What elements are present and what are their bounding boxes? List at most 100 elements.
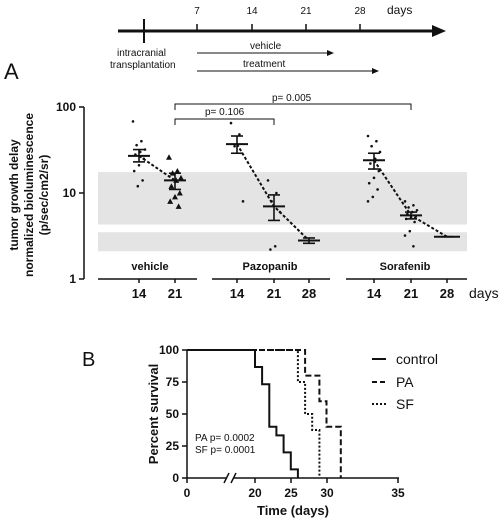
survival-x-label-0: 0 — [184, 486, 191, 500]
point-vehicle_21-6 — [176, 190, 183, 196]
point-pazopanib_21-4 — [273, 245, 277, 248]
timeline-unit: days — [387, 3, 412, 17]
point-pazopanib_14-2 — [233, 144, 236, 148]
point-sorafenib_14-1 — [375, 139, 378, 143]
comparison-label-pazopanib: p= 0.106 — [205, 107, 245, 118]
survival-curve-sf — [187, 349, 321, 478]
point-sorafenib_14-8 — [367, 181, 371, 185]
survival-x-label-25: 25 — [284, 486, 298, 500]
annotation-sf-pvalue: SF p= 0.0001 — [195, 445, 256, 456]
group-label-pazopanib: Pazopanib — [242, 261, 297, 273]
event-label-line2: transplantation — [110, 60, 176, 71]
panel-label-a: A — [4, 59, 19, 84]
point-vehicle_21-9 — [175, 203, 182, 209]
point-pazopanib_21-1 — [275, 191, 278, 195]
survival-curves — [187, 349, 342, 478]
point-vehicle_21-8 — [167, 198, 174, 204]
point-sorafenib_21-1 — [412, 203, 415, 207]
timeline-tick-label-14: 14 — [246, 6, 258, 17]
comparison-label-sorafenib: p= 0.005 — [272, 93, 312, 104]
point-sorafenib_21-10 — [408, 229, 412, 233]
point-sorafenib_21-3 — [415, 208, 419, 212]
point-vehicle_21-1 — [174, 168, 181, 174]
panel-b-axes: 100 75 50 25 0 0 20 25 30 35 Time (days)… — [146, 343, 405, 518]
axis-break-mark-1 — [223, 472, 230, 484]
point-sorafenib_14-6 — [377, 169, 381, 173]
point-vehicle_14-1 — [140, 139, 143, 143]
shaded-band-1 — [98, 232, 467, 252]
survival-legend: control PA SF — [372, 351, 438, 412]
timeline: 7 14 21 28 days intracranial transplanta… — [110, 3, 446, 74]
point-sorafenib_21-12 — [412, 245, 415, 248]
survival-x-label-30: 30 — [320, 486, 334, 500]
survival-y-label-25: 25 — [166, 439, 180, 453]
x-tick-label-vehicle-21: 21 — [168, 286, 182, 301]
survival-x-label-20: 20 — [248, 486, 262, 500]
timeline-arrowhead — [432, 25, 446, 37]
point-vehicle_14-9 — [141, 179, 144, 182]
point-sorafenib_14-11 — [366, 200, 370, 203]
x-tick-label-vehicle-14: 14 — [132, 286, 147, 301]
survival-y-label-100: 100 — [159, 343, 179, 357]
point-vehicle_21-0 — [166, 154, 172, 160]
point-sorafenib_14-2 — [370, 144, 373, 148]
point-vehicle_14-7 — [137, 163, 141, 167]
point-vehicle_14-0 — [131, 120, 135, 123]
point-sorafenib_21-11 — [403, 234, 407, 237]
y-tick-label-10: 10 — [63, 186, 77, 200]
treatment-arrowhead — [372, 68, 379, 74]
treatment-arrow-label: treatment — [243, 59, 285, 70]
group-label-vehicle: vehicle — [131, 261, 168, 273]
survival-y-axis-title: Percent survival — [146, 364, 161, 464]
mean-sem-markers — [128, 135, 460, 245]
point-pazopanib_14-1 — [238, 133, 241, 136]
survival-y-label-50: 50 — [166, 407, 180, 421]
point-sorafenib_14-0 — [366, 134, 370, 138]
legend-label-sf: SF — [396, 396, 414, 412]
point-vehicle_14-8 — [132, 169, 136, 173]
y-tick-label-1: 1 — [69, 272, 76, 286]
comparison-brackets: p= 0.106 p= 0.005 — [174, 93, 412, 125]
x-tick-label-pazopanib-14: 14 — [230, 286, 245, 301]
point-pazopanib_14-0 — [229, 121, 233, 125]
point-vehicle_14-2 — [135, 143, 138, 147]
y-axis-title-line1: tumor growth delay — [7, 139, 21, 251]
point-vehicle_21-7 — [172, 193, 178, 200]
point-vehicle_14-10 — [136, 184, 140, 188]
point-sorafenib_21-2 — [407, 206, 410, 209]
x-axis-title-days: days — [469, 285, 499, 301]
point-sorafenib_14-10 — [371, 195, 375, 199]
y-axis-title-line2: normalized bioluminescence — [22, 113, 36, 277]
individual-points — [131, 120, 419, 251]
panel-a-chart: 100 10 1 tumor growth delay normalized b… — [7, 93, 499, 301]
panel-a-axes: 100 10 1 tumor growth delay normalized b… — [7, 100, 499, 301]
timeline-tick-label-7: 7 — [194, 6, 200, 17]
bracket-pazopanib — [174, 118, 275, 125]
point-sorafenib_14-7 — [372, 176, 376, 180]
survival-curve-control — [187, 349, 299, 478]
survival-curve-pa — [187, 349, 342, 478]
trend-line-vehicle — [138, 155, 176, 182]
legend-label-pa: PA — [396, 374, 414, 390]
panel-b-chart: 100 75 50 25 0 0 20 25 30 35 Time (days)… — [146, 343, 438, 518]
point-sorafenib_14-9 — [376, 188, 379, 191]
x-tick-label-sorafenib-21: 21 — [404, 286, 418, 301]
point-pazopanib_21-0 — [266, 179, 270, 182]
x-tick-label-sorafenib-28: 28 — [440, 286, 454, 301]
timeline-tick-label-21: 21 — [300, 6, 312, 17]
vehicle-arrowhead — [327, 50, 334, 56]
survival-y-label-75: 75 — [166, 375, 180, 389]
survival-x-label-35: 35 — [391, 486, 405, 500]
axis-break-mark-2 — [230, 472, 237, 484]
point-sorafenib_21-9 — [413, 220, 416, 224]
timeline-tick-label-28: 28 — [354, 6, 366, 17]
x-tick-label-sorafenib-14: 14 — [367, 286, 382, 301]
survival-y-label-0: 0 — [172, 471, 179, 485]
point-sorafenib_21-0 — [403, 200, 407, 203]
point-pazopanib_21-5 — [269, 248, 272, 251]
y-axis-title-line3: (p/sec/cm2/sr) — [37, 155, 51, 236]
point-sorafenib_14-5 — [369, 162, 372, 165]
point-pazopanib_14-3 — [241, 200, 245, 203]
vehicle-arrow-label: vehicle — [250, 41, 282, 52]
